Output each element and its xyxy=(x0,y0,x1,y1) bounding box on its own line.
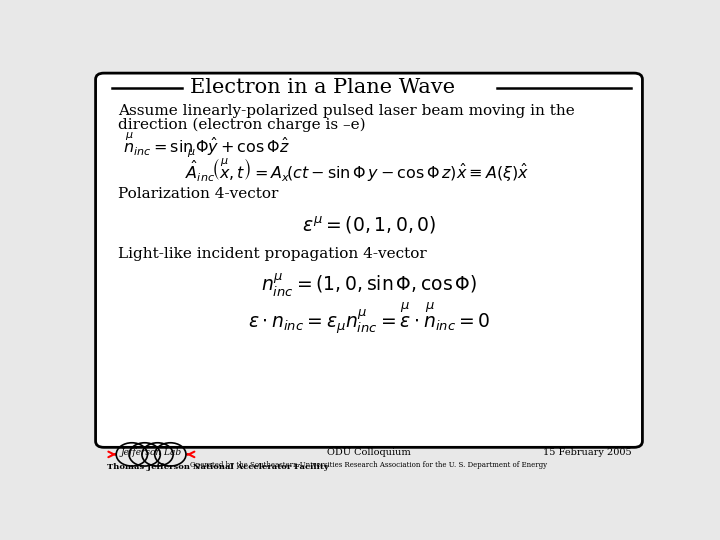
Text: Assume linearly-polarized pulsed laser beam moving in the: Assume linearly-polarized pulsed laser b… xyxy=(118,104,575,118)
Text: $\varepsilon^{\mu} = (0,1,0,0)$: $\varepsilon^{\mu} = (0,1,0,0)$ xyxy=(302,214,436,235)
Text: $n^{\mu}_{inc} = (1,0,\sin\Phi,\cos\Phi)$: $n^{\mu}_{inc} = (1,0,\sin\Phi,\cos\Phi)… xyxy=(261,272,477,299)
Text: Electron in a Plane Wave: Electron in a Plane Wave xyxy=(190,78,456,97)
Text: $\overset{\mu}{n}_{inc} = \sin\Phi\hat{y} + \cos\Phi\hat{z}$: $\overset{\mu}{n}_{inc} = \sin\Phi\hat{y… xyxy=(124,131,290,158)
Text: Operated by the Southeastern Universities Research Association for the U. S. Dep: Operated by the Southeastern Universitie… xyxy=(190,461,548,469)
Text: $\overset{\mu}{\hat{A}}_{inc}\!\left(\overset{\mu}{x},t\right) = A_x\!\left(ct -: $\overset{\mu}{\hat{A}}_{inc}\!\left(\ov… xyxy=(185,147,529,184)
Text: ODU Colloquium: ODU Colloquium xyxy=(327,448,411,457)
Text: Jefferson Lab: Jefferson Lab xyxy=(121,448,182,457)
Text: Thomas Jefferson National Accelerator Facility: Thomas Jefferson National Accelerator Fa… xyxy=(107,463,328,471)
Text: direction (electron charge is –e): direction (electron charge is –e) xyxy=(118,118,366,132)
FancyBboxPatch shape xyxy=(96,73,642,447)
Text: 15 February 2005: 15 February 2005 xyxy=(543,448,631,457)
Text: Polarization 4-vector: Polarization 4-vector xyxy=(118,187,278,201)
Text: $\varepsilon \cdot n_{inc} = \varepsilon_{\mu}n^{\mu}_{inc} = \overset{\mu}{\var: $\varepsilon \cdot n_{inc} = \varepsilon… xyxy=(248,301,490,336)
Text: Light-like incident propagation 4-vector: Light-like incident propagation 4-vector xyxy=(118,247,427,261)
